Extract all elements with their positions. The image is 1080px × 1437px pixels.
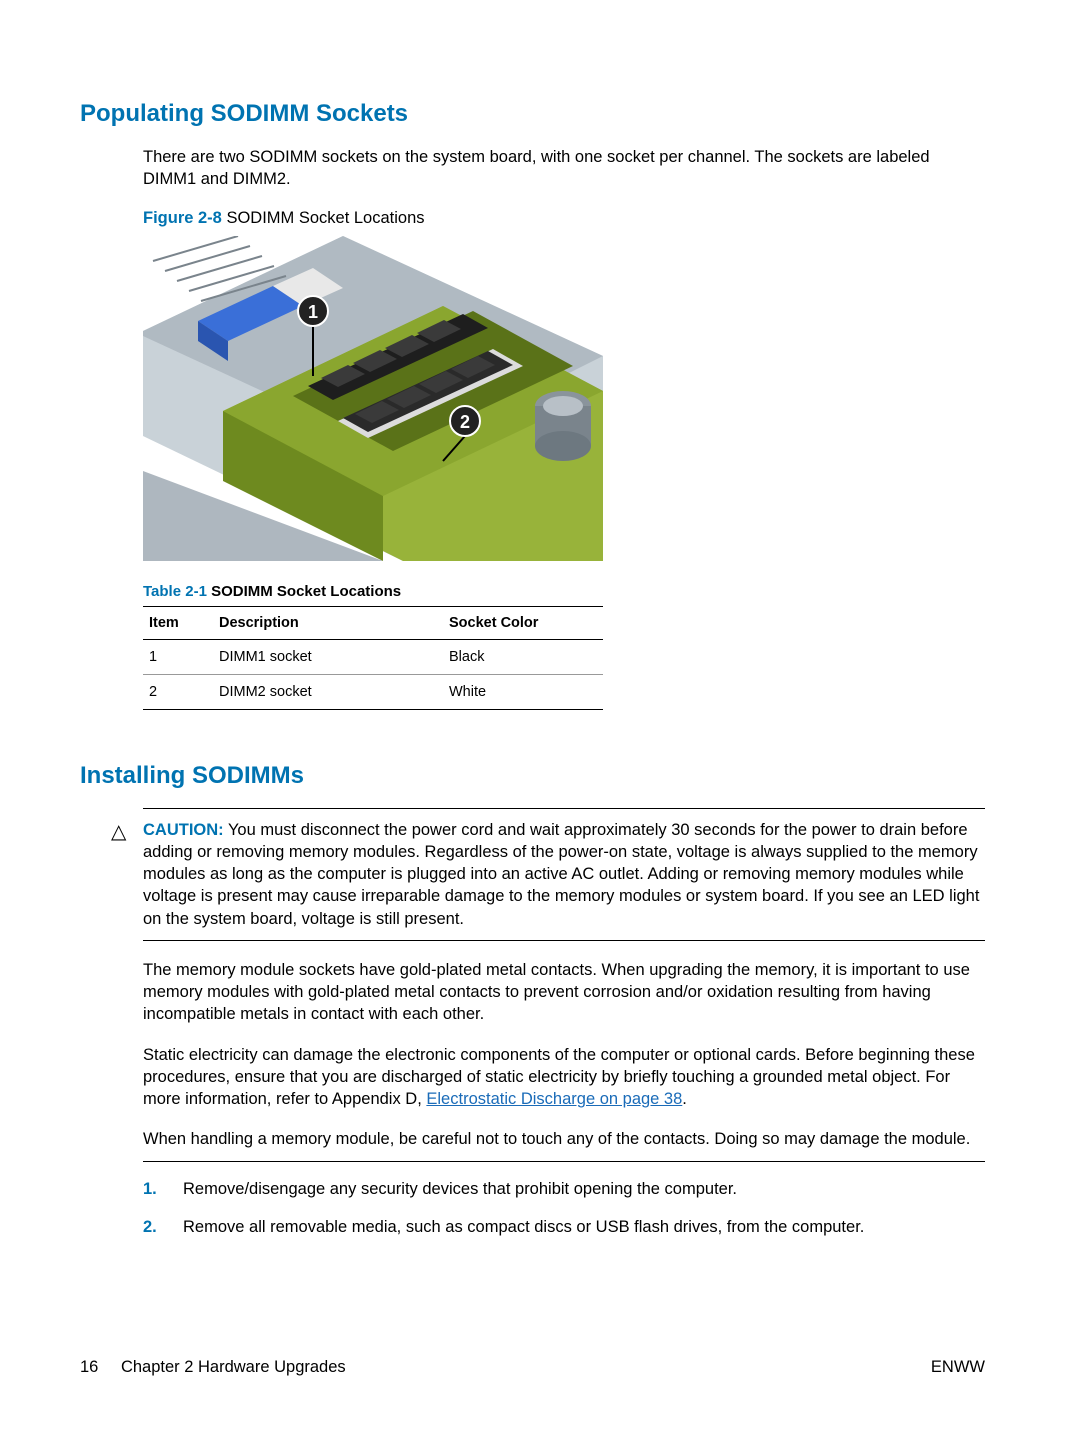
td-color: Black [443,639,603,674]
figure-title: SODIMM Socket Locations [222,209,425,227]
table-label: Table 2-1 [143,583,207,600]
step-number: 1. [143,1178,157,1200]
warning-triangle-icon: △ [111,819,126,844]
figure-caption: Figure 2-8 SODIMM Socket Locations [143,209,985,228]
figure-sodimm-locations: 1 2 [143,236,603,561]
callout-2-number: 2 [460,412,470,432]
td-item: 2 [143,674,213,709]
caution-text: You must disconnect the power cord and w… [143,821,979,928]
td-desc: DIMM2 socket [213,674,443,709]
callout-1-number: 1 [308,302,318,322]
page-number: 16 [80,1358,98,1376]
list-item: 1. Remove/disengage any security devices… [143,1178,985,1200]
section1-content: There are two SODIMM sockets on the syst… [143,146,985,710]
intro-paragraph: There are two SODIMM sockets on the syst… [143,146,985,191]
table-caption: Table 2-1 SODIMM Socket Locations [143,583,985,600]
footer-left: 16 Chapter 2 Hardware Upgrades [80,1358,346,1377]
chapter-label: Chapter 2 Hardware Upgrades [121,1358,346,1376]
footer-right: ENWW [931,1358,985,1377]
td-desc: DIMM1 socket [213,639,443,674]
list-item: 2. Remove all removable media, such as c… [143,1216,985,1238]
table-row: 2 DIMM2 socket White [143,674,603,709]
para-handling: When handling a memory module, be carefu… [143,1128,985,1150]
para-gold-contacts: The memory module sockets have gold-plat… [143,959,985,1026]
table-header-row: Item Description Socket Color [143,606,603,639]
th-description: Description [213,606,443,639]
th-item: Item [143,606,213,639]
figure-label: Figure 2-8 [143,209,222,227]
para-static-b: . [682,1090,687,1108]
step-number: 2. [143,1216,157,1238]
heading-installing: Installing SODIMMs [80,762,985,790]
td-color: White [443,674,603,709]
section2-content: △ CAUTION: You must disconnect the power… [143,808,985,1239]
install-steps-list: 1. Remove/disengage any security devices… [143,1178,985,1239]
sodimm-table: Item Description Socket Color 1 DIMM1 so… [143,606,603,710]
td-item: 1 [143,639,213,674]
para-static: Static electricity can damage the electr… [143,1044,985,1111]
caution-box: △ CAUTION: You must disconnect the power… [143,808,985,941]
divider [143,1161,985,1162]
table-row: 1 DIMM1 socket Black [143,639,603,674]
caution-label: CAUTION: [143,821,224,839]
heading-populating: Populating SODIMM Sockets [80,100,985,128]
step-text: Remove all removable media, such as comp… [183,1218,864,1236]
page-footer: 16 Chapter 2 Hardware Upgrades ENWW [80,1358,985,1377]
th-socket-color: Socket Color [443,606,603,639]
link-esd-appendix[interactable]: Electrostatic Discharge on page 38 [426,1090,682,1108]
board-illustration-svg: 1 2 [143,236,603,561]
step-text: Remove/disengage any security devices th… [183,1180,737,1198]
caution-paragraph: CAUTION: You must disconnect the power c… [143,819,985,930]
table-title: SODIMM Socket Locations [207,583,401,600]
